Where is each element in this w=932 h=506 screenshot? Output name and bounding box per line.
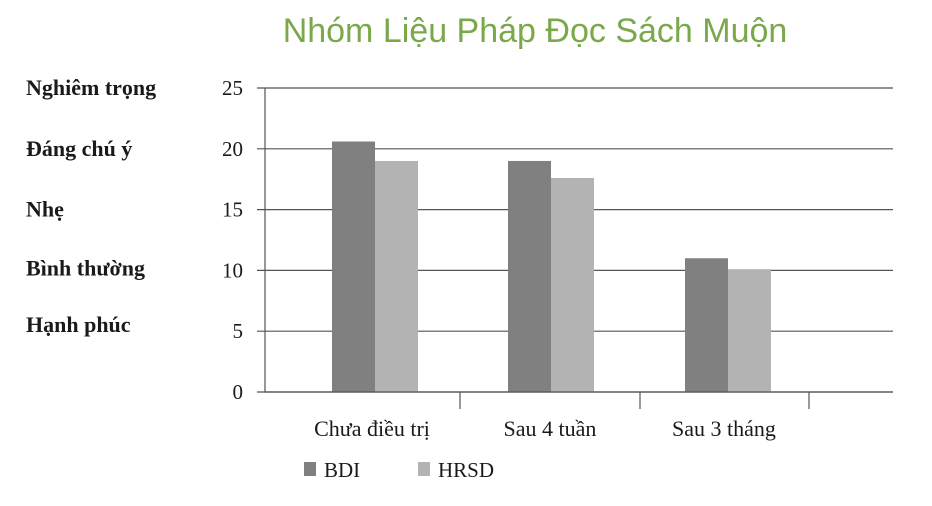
bar-bdi-1 <box>332 141 375 392</box>
y-tick-label: 25 <box>222 76 243 100</box>
severity-label: Nhẹ <box>26 197 64 222</box>
x-tick-label: Sau 4 tuần <box>504 416 597 441</box>
severity-label: Đáng chú ý <box>26 136 132 161</box>
y-tick-label: 5 <box>233 319 244 343</box>
legend: BDI HRSD <box>304 458 494 482</box>
y-axis-ticks: 0 5 10 15 20 25 <box>222 76 243 404</box>
chart-title: Nhóm Liệu Pháp Đọc Sách Muộn <box>283 12 788 50</box>
bar-hrsd-3 <box>728 269 771 392</box>
severity-label: Nghiêm trọng <box>26 75 156 100</box>
legend-label-bdi: BDI <box>324 458 360 482</box>
bar-bdi-2 <box>508 160 551 392</box>
y-tick-label: 0 <box>233 380 244 404</box>
x-axis <box>264 88 893 409</box>
severity-label: Hạnh phúc <box>26 312 131 337</box>
legend-label-hrsd: HRSD <box>438 458 494 482</box>
severity-label: Bình thường <box>26 255 145 280</box>
legend-swatch-bdi <box>304 462 316 476</box>
x-axis-labels: Chưa điều trị Sau 4 tuần Sau 3 tháng <box>314 416 776 441</box>
bars <box>332 141 771 392</box>
y-tick-label: 20 <box>222 137 243 161</box>
bar-bdi-3 <box>685 258 728 392</box>
legend-swatch-hrsd <box>418 462 430 476</box>
y-tick-label: 10 <box>222 258 243 282</box>
severity-labels: Nghiêm trọng Đáng chú ý Nhẹ Bình thường Hạnh… <box>26 75 156 337</box>
x-tick-label: Chưa điều trị <box>314 416 430 441</box>
bar-hrsd-1 <box>375 160 418 392</box>
y-tick-label: 15 <box>222 198 243 222</box>
x-tick-label: Sau 3 tháng <box>672 416 776 441</box>
bar-hrsd-2 <box>551 177 594 392</box>
